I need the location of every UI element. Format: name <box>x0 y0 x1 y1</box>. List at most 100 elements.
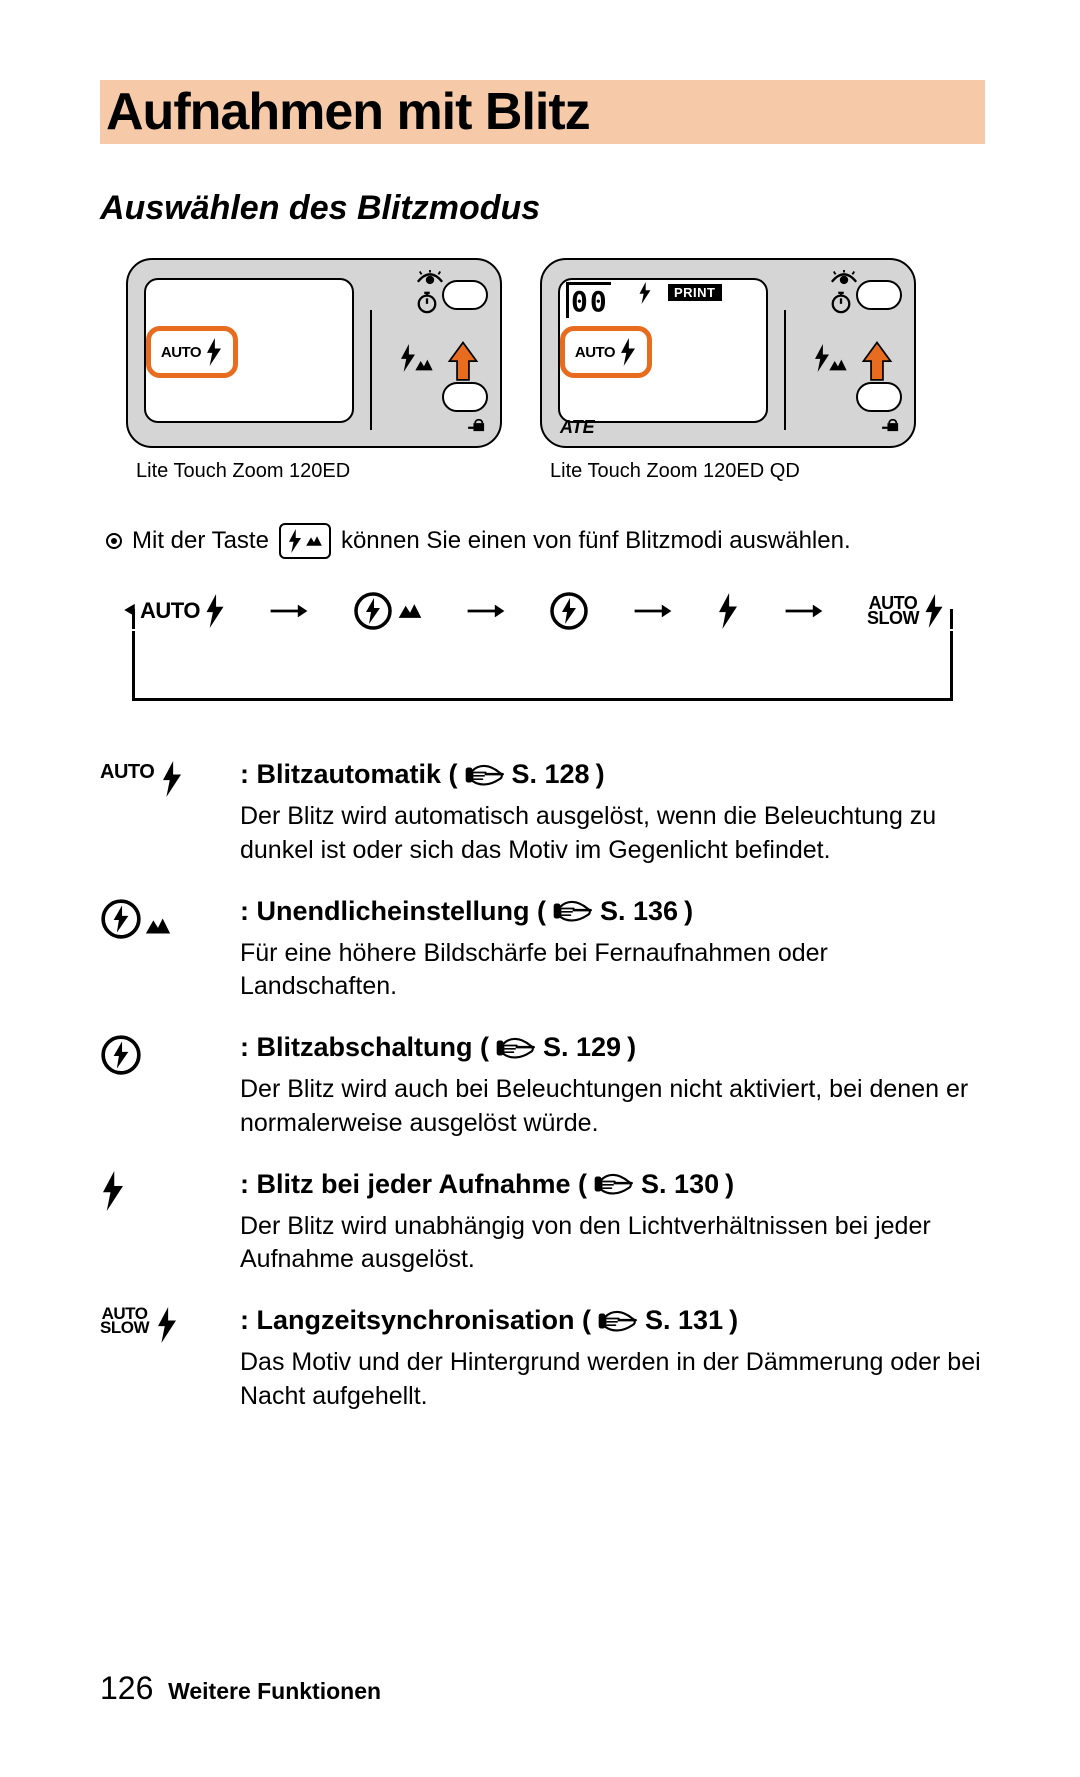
press-arrow-icon <box>860 340 894 384</box>
instruction-post: können Sie einen von fünf Blitzmodi ausw… <box>341 527 851 555</box>
chapter-heading: Aufnahmen mit Blitz <box>100 80 985 144</box>
flash-icon <box>923 594 945 628</box>
date-label-partial: ATE <box>560 417 595 438</box>
mode-description: Der Blitz wird automatisch ausgelöst, we… <box>240 800 985 868</box>
hand-point-icon <box>495 1035 537 1061</box>
lcd-panel-left: AUTO <box>126 258 502 448</box>
mode-title: : Blitz bei jeder Aufnahme ( S. 130) <box>240 1169 985 1200</box>
flash-off-icon <box>100 1034 142 1076</box>
mode-item-infinity: : Unendlicheinstellung ( S. 136) Für ein… <box>100 896 985 1005</box>
mode-title: : Unendlicheinstellung ( S. 136) <box>240 896 985 927</box>
lcd-illustrations: AUTO 00 PRINT AUTO ATE <box>100 258 985 448</box>
flash-mode-button-icon <box>812 344 848 377</box>
hand-point-icon <box>464 762 506 788</box>
flash-icon <box>100 1171 126 1211</box>
mountain-icon <box>397 602 423 620</box>
flash-icon <box>638 282 652 304</box>
mode-item-auto: AUTO : Blitzautomatik ( S. 128) Der Blit… <box>100 759 985 868</box>
mode-icon <box>100 1169 220 1278</box>
oval-button-top <box>856 280 902 310</box>
flash-icon <box>287 529 303 553</box>
auto-slow-bot: SLOW <box>100 1321 149 1335</box>
hand-point-icon <box>597 1308 639 1334</box>
page-ref: S. 128 <box>512 759 590 790</box>
oval-button-bottom <box>856 382 902 412</box>
auto-slow-bot: SLOW <box>867 611 919 626</box>
title-suffix: ) <box>684 896 693 927</box>
mode-title: : Blitzautomatik ( S. 128) <box>240 759 985 790</box>
instruction-pre: Mit der Taste <box>132 527 269 555</box>
mountain-icon <box>144 916 172 936</box>
selftimer-icon <box>830 290 852 314</box>
flash-icon <box>716 593 740 629</box>
mode-description: Das Motiv und der Hintergrund werden in … <box>240 1346 985 1414</box>
caption-left: Lite Touch Zoom 120ED <box>136 460 512 483</box>
hand-point-icon <box>593 1171 635 1197</box>
flash-icon <box>155 1307 179 1343</box>
arrow-right-icon <box>633 602 673 620</box>
cycle-node-flash-on <box>716 589 740 633</box>
page-ref: S. 130 <box>641 1169 719 1200</box>
mode-icon: AUTO <box>100 759 220 868</box>
title-text: : Blitzautomatik ( <box>240 759 458 790</box>
mode-icon <box>100 1032 220 1141</box>
auto-label: AUTO <box>100 761 154 784</box>
mode-descriptions: AUTO : Blitzautomatik ( S. 128) Der Blit… <box>100 759 985 1414</box>
flash-icon <box>204 594 226 628</box>
page-ref: S. 131 <box>645 1305 723 1336</box>
oval-button-top <box>442 280 488 310</box>
divider-line <box>370 310 372 430</box>
mode-title: : Blitzabschaltung ( S. 129) <box>240 1032 985 1063</box>
arrow-right-icon <box>269 602 309 620</box>
flash-icon <box>160 761 184 797</box>
press-arrow-icon <box>446 340 480 384</box>
bullet-icon <box>106 533 122 549</box>
auto-slow-label: AUTO SLOW <box>100 1307 149 1336</box>
cycle-node-auto-slow: AUTO SLOW <box>867 589 945 633</box>
mode-description: Der Blitz wird auch bei Beleuchtungen ni… <box>240 1073 985 1141</box>
mode-item-auto-slow: AUTO SLOW : Langzeitsynchronisation ( S.… <box>100 1305 985 1414</box>
mode-icon <box>100 896 220 1005</box>
instruction-line: Mit der Taste können Sie einen von fünf … <box>100 523 985 559</box>
title-text: : Unendlicheinstellung ( <box>240 896 546 927</box>
mode-description: Für eine höhere Bildschärfe bei Fernaufn… <box>240 937 985 1005</box>
lock-icon <box>466 416 488 432</box>
title-suffix: ) <box>729 1305 738 1336</box>
cycle-node-auto: AUTO <box>140 589 226 633</box>
mode-cycle-diagram: AUTO AUTO SLOW <box>106 589 979 719</box>
mode-icon: AUTO SLOW <box>100 1305 220 1414</box>
auto-label: AUTO <box>140 598 200 624</box>
flash-off-icon <box>100 898 142 940</box>
title-suffix: ) <box>627 1032 636 1063</box>
mode-title: : Langzeitsynchronisation ( S. 131) <box>240 1305 985 1336</box>
page-number: 126 <box>100 1670 153 1706</box>
flash-icon <box>619 338 637 366</box>
mode-description: Der Blitz wird unabhängig von den Lichtv… <box>240 1210 985 1278</box>
redeye-icon <box>830 270 858 288</box>
page-ref: S. 136 <box>600 896 678 927</box>
mode-button-key <box>279 523 331 559</box>
flash-off-icon <box>549 591 589 631</box>
mode-item-flash-on: : Blitz bei jeder Aufnahme ( S. 130) Der… <box>100 1169 985 1278</box>
cycle-node-flash-off <box>549 589 589 633</box>
arrow-right-icon <box>466 602 506 620</box>
title-suffix: ) <box>596 759 605 790</box>
hand-point-icon <box>552 898 594 924</box>
section-subheading: Auswählen des Blitzmodus <box>100 189 985 228</box>
flash-icon <box>205 338 223 366</box>
mountain-icon <box>305 535 323 547</box>
auto-label: AUTO <box>575 344 615 361</box>
mode-item-flash-off: : Blitzabschaltung ( S. 129) Der Blitz w… <box>100 1032 985 1141</box>
lcd-auto-highlight: AUTO <box>560 326 652 378</box>
selftimer-icon <box>416 290 438 314</box>
flash-mode-button-icon <box>398 344 434 377</box>
heading-text: Aufnahmen mit Blitz <box>106 82 590 142</box>
section-name: Weitere Funktionen <box>168 1678 381 1704</box>
auto-slow-label: AUTO SLOW <box>867 596 919 627</box>
redeye-icon <box>416 270 444 288</box>
lcd-auto-highlight: AUTO <box>146 326 238 378</box>
oval-button-bottom <box>442 382 488 412</box>
lcd-captions: Lite Touch Zoom 120ED Lite Touch Zoom 12… <box>100 460 985 483</box>
auto-label: AUTO <box>161 344 201 361</box>
page-ref: S. 129 <box>543 1032 621 1063</box>
